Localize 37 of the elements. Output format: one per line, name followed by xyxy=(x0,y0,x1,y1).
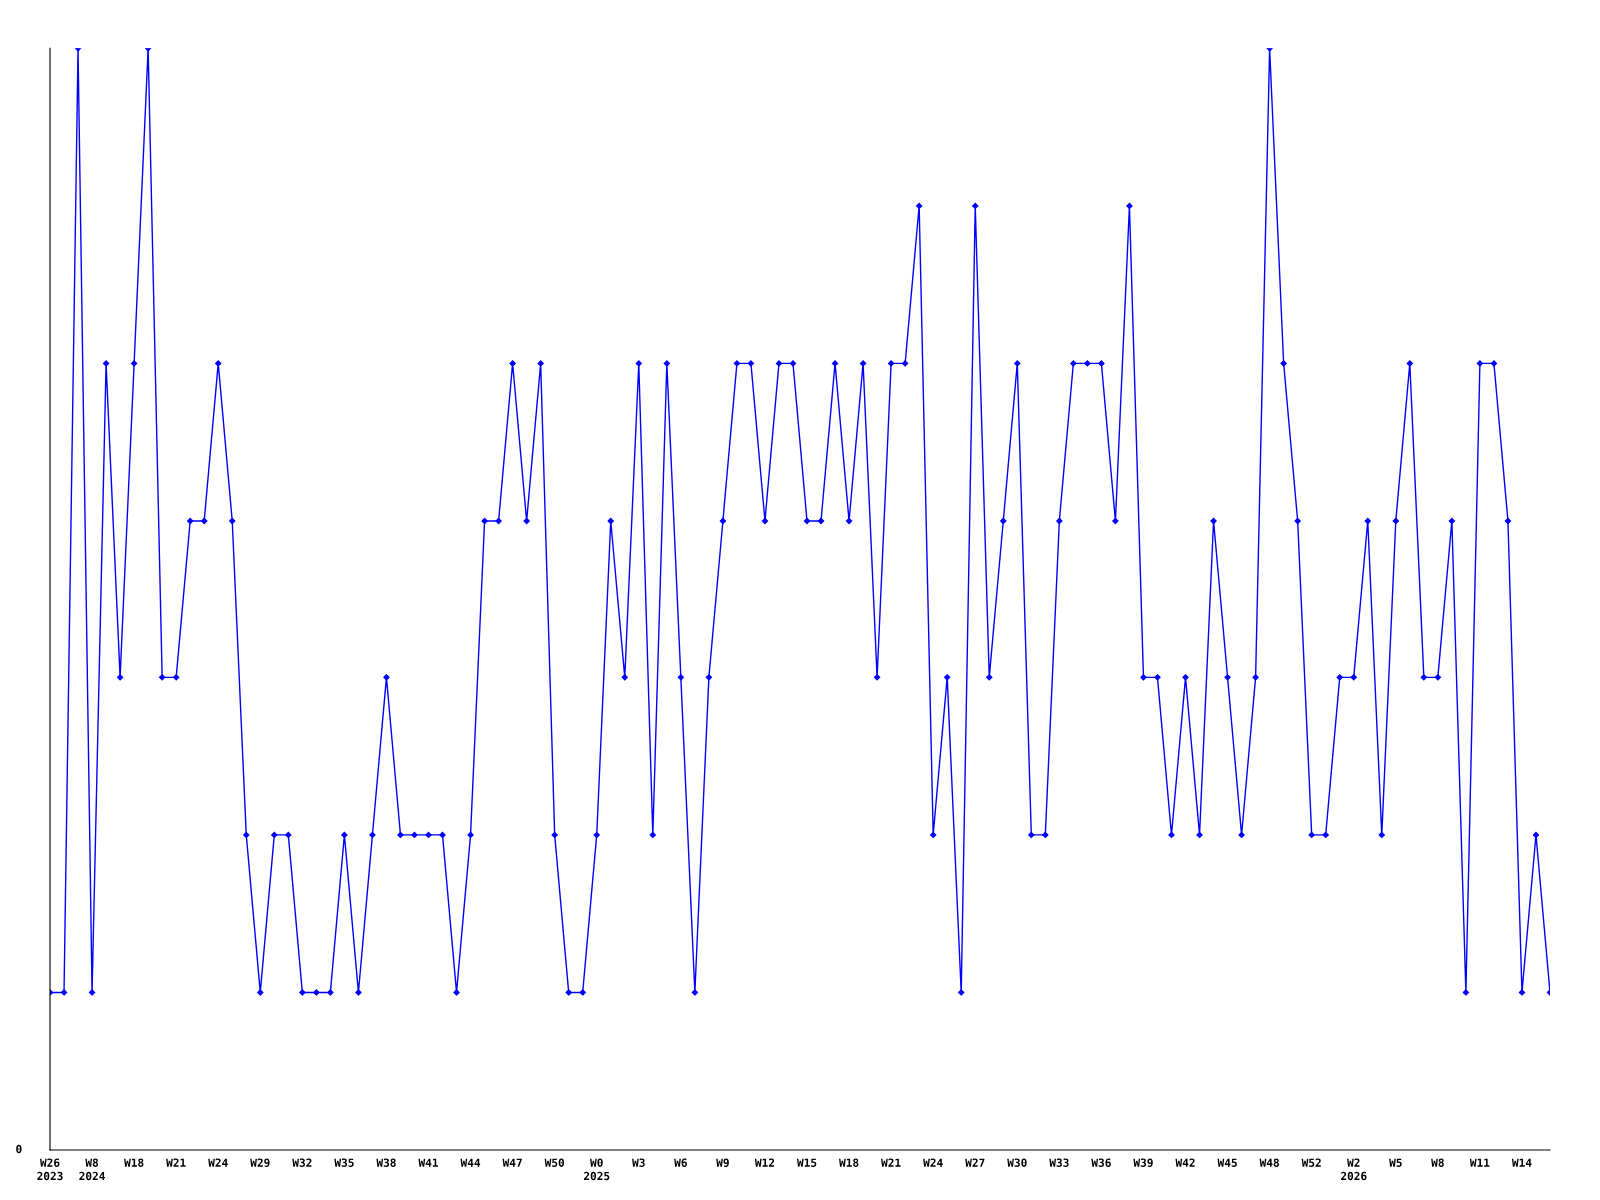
x-tick-label: W39 xyxy=(1133,1158,1153,1167)
x-tick-label: W29 xyxy=(250,1158,270,1167)
x-tick-label: W48 xyxy=(1259,1158,1279,1167)
x-tick-label: W8 xyxy=(1431,1158,1444,1167)
x-tick-label: W3 xyxy=(632,1158,645,1167)
x-tick-label: W18 xyxy=(124,1158,144,1167)
x-tick-label: W21 xyxy=(881,1158,901,1167)
x-tick-label: W27 xyxy=(965,1158,985,1167)
x-tick-label: W6 xyxy=(674,1158,687,1167)
x-tick-label: W47 xyxy=(502,1158,522,1167)
x-tick-label: W15 xyxy=(796,1158,817,1167)
x-tick-label: W2 2026 xyxy=(1340,1158,1367,1181)
x-tick-label: W11 xyxy=(1469,1158,1490,1167)
x-tick-label: W24 xyxy=(208,1158,228,1167)
x-tick-label: W5 xyxy=(1389,1158,1402,1167)
x-tick-label: W44 xyxy=(460,1158,481,1167)
x-tick-label: W9 xyxy=(716,1158,729,1167)
x-tick-label: W41 xyxy=(418,1158,439,1167)
x-tick-label: W32 xyxy=(292,1158,312,1167)
x-tick-label: W24 xyxy=(923,1158,943,1167)
x-tick-label: W30 xyxy=(1007,1158,1027,1167)
x-tick-label: W0 2025 xyxy=(583,1158,610,1181)
x-tick-label: W38 xyxy=(376,1158,396,1167)
x-tick-label: W14 xyxy=(1511,1158,1532,1167)
x-tick-label: W36 xyxy=(1091,1158,1111,1167)
x-tick-label: W52 xyxy=(1301,1158,1321,1167)
x-tick-label: W42 xyxy=(1175,1158,1195,1167)
x-tick-label: W50 xyxy=(544,1158,565,1167)
text: 0 xyxy=(16,1144,22,1154)
x-tick-label: W21 xyxy=(166,1158,186,1167)
x-tick-label: W26 2023 xyxy=(37,1158,63,1181)
x-tick-label: W45 xyxy=(1217,1158,1237,1167)
x-tick-label: W18 xyxy=(839,1158,859,1167)
x-tick-label: W35 xyxy=(334,1158,354,1167)
x-tick-label: W12 xyxy=(754,1158,775,1167)
x-tick-label: W33 xyxy=(1049,1158,1069,1167)
x-tick-label: W8 2024 xyxy=(79,1158,105,1181)
